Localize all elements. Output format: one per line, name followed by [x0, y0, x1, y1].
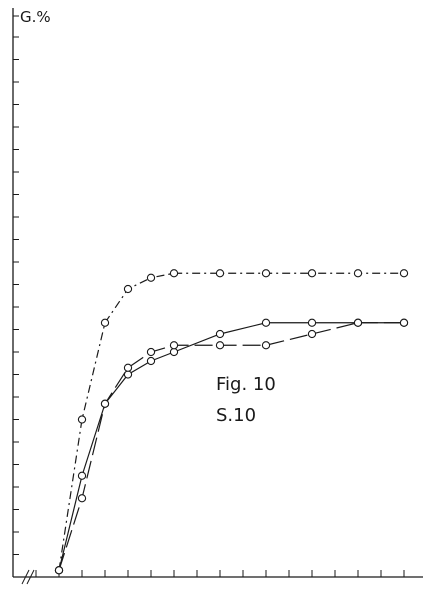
axis-break-mark — [21, 569, 30, 585]
data-point — [307, 329, 317, 339]
data-point — [353, 269, 363, 278]
data-point — [77, 471, 87, 480]
data-point — [353, 318, 363, 327]
data-point — [146, 273, 156, 282]
series-line — [58, 322, 404, 571]
series-solid — [54, 318, 409, 575]
data-point — [307, 269, 317, 278]
figure-label: Fig. 10 — [216, 374, 276, 395]
data-point — [123, 370, 133, 379]
data-point — [77, 494, 87, 503]
axis-break-mark — [26, 569, 35, 585]
data-point — [215, 269, 225, 278]
series-line — [58, 322, 404, 571]
series-line — [58, 272, 404, 571]
y-axis-label: G.% — [20, 8, 51, 26]
data-point — [307, 318, 317, 327]
data-point — [123, 284, 133, 294]
series-layer — [54, 269, 409, 575]
data-point — [261, 341, 271, 350]
series-dashed — [54, 318, 409, 575]
data-point — [399, 269, 409, 278]
data-point — [146, 347, 156, 357]
data-point — [100, 399, 110, 408]
data-point — [261, 318, 271, 327]
data-point — [100, 318, 110, 327]
axes — [12, 8, 423, 585]
data-point — [169, 341, 179, 350]
data-point — [261, 269, 271, 278]
data-point — [169, 269, 179, 278]
data-point — [169, 347, 179, 357]
data-point — [123, 363, 133, 372]
sample-label: S.10 — [216, 405, 256, 426]
data-point — [77, 415, 87, 424]
data-point — [399, 318, 409, 327]
data-point — [215, 329, 225, 339]
data-point — [215, 341, 225, 350]
data-point — [146, 356, 156, 366]
data-point — [54, 566, 64, 575]
